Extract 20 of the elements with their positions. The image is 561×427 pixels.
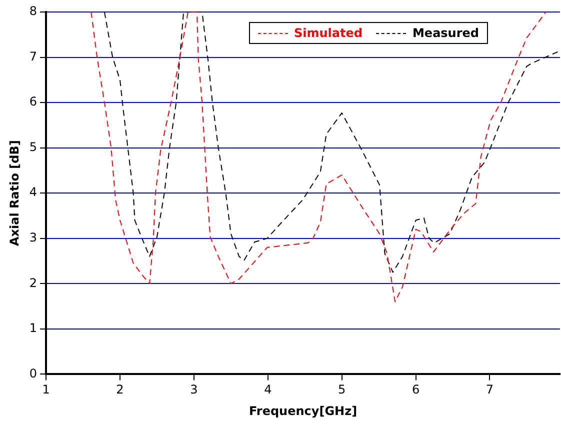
y-tick-label: 1: [29, 321, 38, 336]
legend-label: Simulated: [294, 26, 362, 40]
x-axis-title: Frequency[GHz]: [248, 404, 358, 418]
x-tick-label: 5: [338, 382, 346, 397]
y-tick-label: 3: [29, 230, 38, 244]
x-tick-label: 3: [190, 382, 198, 397]
x-tick-label: 1: [42, 382, 50, 397]
y-tick-label: 2: [29, 276, 38, 290]
y-axis-title: Axial Ratio [dB]: [7, 140, 22, 246]
y-tick-label: 8: [29, 4, 38, 18]
y-tick-label: 6: [29, 94, 38, 109]
x-tick-label: 7: [486, 382, 494, 397]
x-tick-label: 6: [412, 382, 420, 397]
legend-label: Measured: [412, 26, 479, 40]
y-tick-label: 4: [29, 185, 38, 200]
y-tick-label: 0: [29, 366, 38, 380]
x-tick-label: 2: [116, 382, 124, 397]
y-tick-label: 5: [29, 140, 38, 154]
x-tick-label: 4: [264, 382, 272, 397]
y-tick-label: 7: [29, 49, 38, 64]
